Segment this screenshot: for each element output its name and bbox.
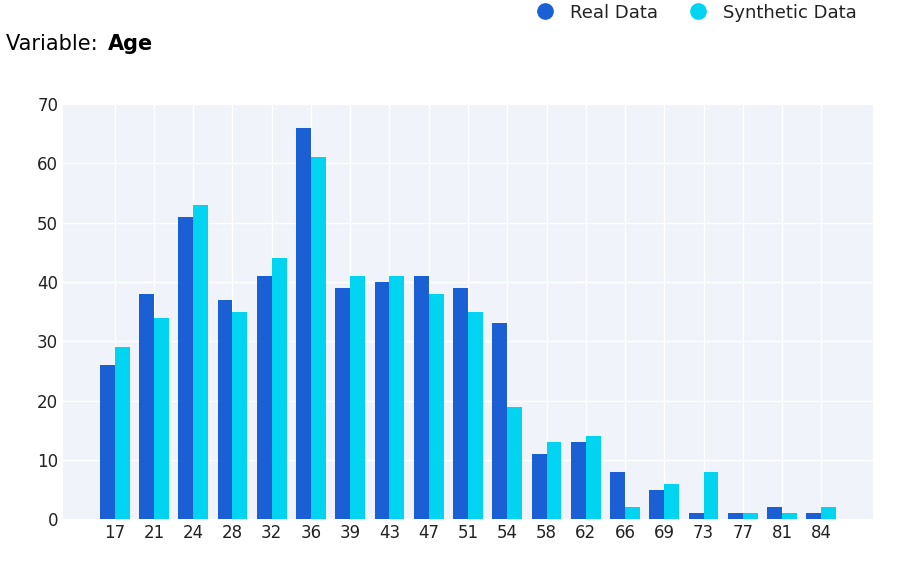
Bar xyxy=(571,442,586,519)
Bar xyxy=(256,276,272,519)
Bar xyxy=(822,507,836,519)
Bar xyxy=(704,472,718,519)
Bar xyxy=(782,514,796,519)
Bar xyxy=(453,288,468,519)
Bar xyxy=(428,294,444,519)
Bar xyxy=(767,507,782,519)
Bar xyxy=(350,276,365,519)
Bar xyxy=(532,454,546,519)
Bar xyxy=(492,324,508,519)
Bar xyxy=(311,158,326,519)
Bar xyxy=(114,347,130,519)
Legend: Real Data, Synthetic Data: Real Data, Synthetic Data xyxy=(519,0,864,29)
Bar xyxy=(546,442,562,519)
Bar xyxy=(610,472,625,519)
Bar xyxy=(374,282,390,519)
Text: Age: Age xyxy=(108,34,153,54)
Bar xyxy=(336,288,350,519)
Text: Variable:: Variable: xyxy=(6,34,104,54)
Bar xyxy=(414,276,428,519)
Bar xyxy=(296,128,311,519)
Bar xyxy=(218,299,232,519)
Bar xyxy=(154,317,169,519)
Bar xyxy=(390,276,404,519)
Bar xyxy=(728,514,742,519)
Bar xyxy=(140,294,154,519)
Bar xyxy=(688,514,704,519)
Bar xyxy=(508,407,522,519)
Bar xyxy=(468,312,483,519)
Bar xyxy=(649,490,664,519)
Bar xyxy=(742,514,758,519)
Bar xyxy=(232,312,248,519)
Bar xyxy=(586,436,600,519)
Bar xyxy=(625,507,640,519)
Bar xyxy=(100,365,114,519)
Bar xyxy=(272,258,287,519)
Bar xyxy=(194,205,208,519)
Bar xyxy=(664,484,680,519)
Bar xyxy=(178,216,194,519)
Bar xyxy=(806,514,822,519)
